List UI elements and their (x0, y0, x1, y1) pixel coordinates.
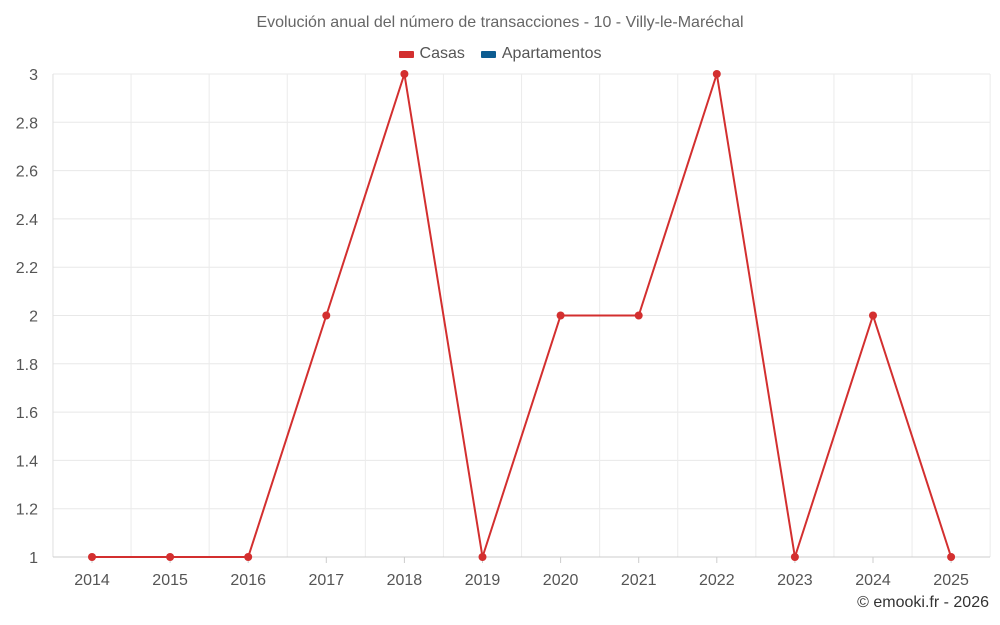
x-tick-label: 2020 (543, 572, 579, 589)
y-tick-label: 1 (29, 550, 38, 567)
data-point-casas (556, 311, 565, 320)
chart-legend: Casas Apartamentos (0, 45, 1000, 63)
data-point-casas (634, 311, 643, 320)
data-point-casas (166, 553, 175, 561)
x-tick-label: 2016 (230, 572, 266, 589)
y-tick-label: 2.8 (16, 115, 38, 132)
x-tick-label: 2019 (465, 572, 501, 589)
data-point-casas (947, 553, 956, 561)
x-tick-label: 2014 (74, 572, 110, 589)
y-tick-label: 1.4 (16, 453, 38, 470)
legend-item-apartamentos[interactable]: Apartamentos (480, 45, 602, 63)
y-tick-label: 2.2 (16, 260, 38, 277)
data-point-casas (478, 553, 487, 561)
x-tick-label: 2018 (387, 572, 423, 589)
legend-item-casas[interactable]: Casas (398, 45, 465, 63)
data-point-casas (712, 70, 721, 78)
chart-title: Evolución anual del número de transaccio… (256, 14, 744, 31)
y-tick-label: 2 (29, 309, 38, 326)
y-tick-label: 3 (29, 67, 38, 84)
x-tick-label: 2024 (855, 572, 891, 589)
y-tick-label: 2.4 (16, 212, 38, 229)
y-tick-label: 1.8 (16, 357, 38, 374)
data-point-casas (244, 553, 253, 561)
data-point-casas (322, 311, 331, 320)
x-tick-label: 2015 (152, 572, 188, 589)
y-tick-label: 1.2 (16, 502, 38, 519)
x-tick-label: 2025 (933, 572, 969, 589)
x-tick-label: 2017 (309, 572, 345, 589)
x-tick-label: 2023 (777, 572, 813, 589)
legend-swatch-apartamentos (480, 50, 496, 58)
data-point-casas (869, 311, 877, 320)
series-line-casas (92, 73, 953, 558)
data-point-casas (400, 70, 409, 78)
x-tick-label: 2021 (621, 572, 657, 589)
x-tick-label: 2022 (699, 572, 735, 589)
legend-label-casas: Casas (419, 45, 465, 62)
legend-swatch-casas (398, 50, 414, 58)
y-tick-label: 2.6 (16, 164, 38, 181)
data-point-casas (88, 553, 96, 561)
credit-text: © emooki.fr - 2026 (857, 594, 989, 611)
y-tick-label: 1.6 (16, 405, 38, 422)
legend-label-apartamentos: Apartamentos (501, 45, 602, 62)
data-point-casas (790, 553, 799, 561)
